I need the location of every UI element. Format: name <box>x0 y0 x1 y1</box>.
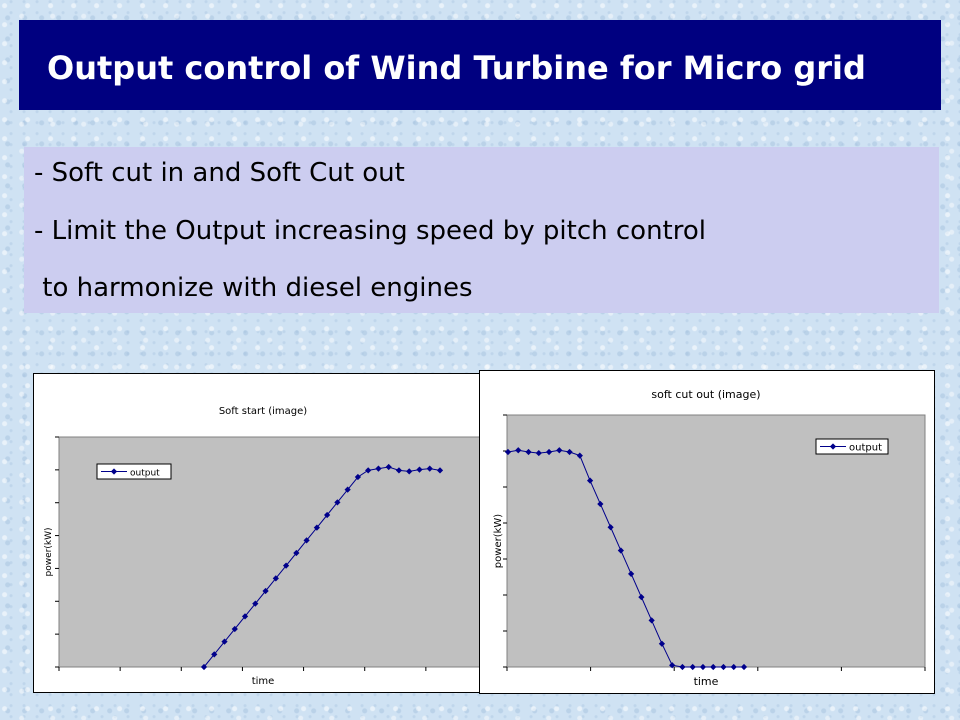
data-point <box>566 448 573 456</box>
legend-box <box>96 463 172 480</box>
chart-title: Soft start (image) <box>219 406 307 417</box>
legend-label: output <box>130 469 160 479</box>
data-point <box>252 600 259 607</box>
bullet-line-2: - Limit the Output increasing speed by p… <box>34 216 706 246</box>
chart-title: soft cut out (image) <box>651 388 760 401</box>
legend-label: output <box>849 443 882 454</box>
data-point <box>648 617 655 624</box>
bullet-box: - Soft cut in and Soft Cut out - Limit t… <box>24 147 939 313</box>
legend-box <box>815 438 889 455</box>
x-axis-label: time <box>694 675 719 688</box>
legend-marker <box>110 468 118 475</box>
data-point <box>313 524 320 531</box>
soft-start-chart: Soft start (image) time power(kW) output <box>33 373 481 693</box>
x-axis-label: time <box>252 676 275 687</box>
title-banner: Output control of Wind Turbine for Micro… <box>19 20 941 110</box>
slide-title: Output control of Wind Turbine for Micro… <box>47 49 866 87</box>
data-point <box>282 562 290 569</box>
soft-start-chart-svg: Soft start (image) time power(kW) output <box>44 406 480 687</box>
bullet-line-3: to harmonize with diesel engines <box>34 273 473 303</box>
data-point <box>504 448 512 456</box>
plot-area <box>506 414 926 668</box>
y-axis-label: power(kW) <box>44 528 54 577</box>
y-axis-label: power(kW) <box>493 514 504 568</box>
bullet-line-1: - Soft cut in and Soft Cut out <box>34 158 405 188</box>
data-point <box>221 638 228 645</box>
soft-cut-out-chart-svg: soft cut out (image) time power(kW) output <box>493 388 926 688</box>
soft-cut-out-chart: soft cut out (image) time power(kW) output <box>479 370 935 694</box>
